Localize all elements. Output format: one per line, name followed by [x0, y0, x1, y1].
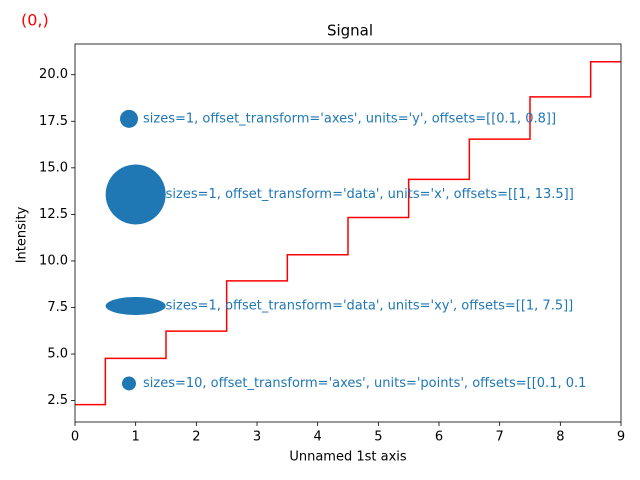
x-tick-label: 7 — [496, 430, 504, 445]
y-axis-label: Intensity — [15, 206, 30, 263]
chart-title: Signal — [327, 22, 373, 40]
x-tick-label: 5 — [374, 430, 382, 445]
x-axis-label: Unnamed 1st axis — [289, 450, 407, 465]
marker-label: sizes=10, offset_transform='axes', units… — [143, 376, 586, 391]
x-tick-label: 9 — [617, 430, 625, 445]
x-tick-label: 4 — [314, 430, 322, 445]
marker-label: sizes=1, offset_transform='data', units=… — [166, 298, 574, 313]
marker-label: sizes=1, offset_transform='axes', units=… — [143, 111, 556, 126]
x-tick-label: 3 — [253, 430, 261, 445]
marker — [121, 376, 136, 391]
marker — [105, 164, 166, 225]
y-tick-label: 10.0 — [39, 253, 68, 268]
x-tick-label: 0 — [71, 430, 79, 445]
x-tick-label: 8 — [556, 430, 564, 445]
y-tick-label: 20.0 — [39, 67, 68, 82]
step-line — [75, 60, 621, 406]
y-tick-label: 7.5 — [47, 300, 68, 315]
y-tick-label: 2.5 — [47, 393, 68, 408]
plot-frame — [74, 43, 622, 423]
y-tick-label: 15.0 — [39, 160, 68, 175]
x-tick-label: 6 — [435, 430, 443, 445]
marker-label: sizes=1, offset_transform='data', units=… — [166, 187, 574, 202]
y-tick-label: 12.5 — [39, 207, 68, 222]
y-tick-label: 17.5 — [39, 114, 68, 129]
x-tick-label: 2 — [192, 430, 200, 445]
marker — [119, 109, 138, 128]
x-tick-label: 1 — [132, 430, 140, 445]
marker — [105, 296, 166, 315]
y-tick-label: 5.0 — [47, 347, 68, 362]
corner-label: (0,) — [21, 11, 49, 30]
